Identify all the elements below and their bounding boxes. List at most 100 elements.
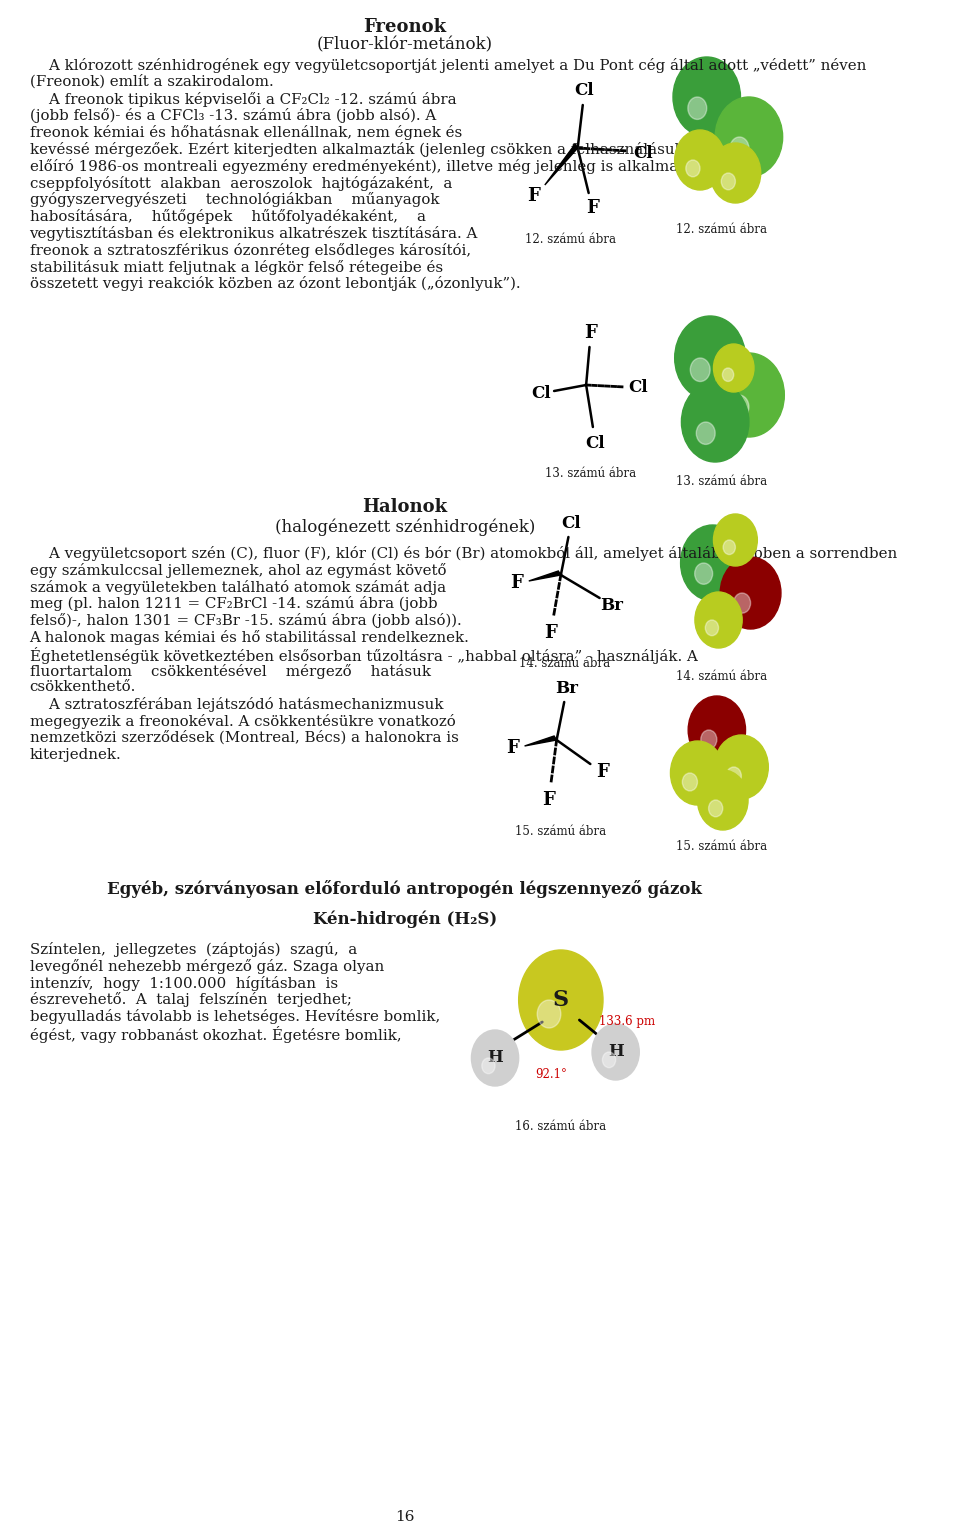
- Circle shape: [688, 696, 746, 763]
- Text: (Fluor-klór-metánok): (Fluor-klór-metánok): [317, 37, 492, 54]
- Text: freonok a sztratoszférikus ózonréteg elsődleges károsítói,: freonok a sztratoszférikus ózonréteg els…: [30, 243, 470, 257]
- Circle shape: [518, 950, 603, 1050]
- Text: H: H: [608, 1043, 624, 1060]
- Text: Éghetetlenségük következtében elsősorban tűzoltásra - „habbal oltásra” - használ: Éghetetlenségük következtében elsősorban…: [30, 647, 697, 664]
- Text: 13. számú ábra: 13. számú ábra: [676, 474, 767, 488]
- Text: Halonok: Halonok: [362, 497, 447, 516]
- Circle shape: [701, 730, 717, 750]
- Text: (jobb felső)- és a CFCl₃ -13. számú ábra (jobb alsó). A: (jobb felső)- és a CFCl₃ -13. számú ábra…: [30, 109, 436, 124]
- Text: begyulladás távolabb is lehetséges. Hevítésre bomlik,: begyulladás távolabb is lehetséges. Heví…: [30, 1010, 440, 1024]
- Text: égést, vagy robbanást okozhat. Égetésre bomlik,: égést, vagy robbanást okozhat. Égetésre …: [30, 1027, 401, 1043]
- Circle shape: [681, 525, 745, 601]
- Text: Kén-hidrogén (H₂S): Kén-hidrogén (H₂S): [313, 910, 497, 927]
- Text: Cl: Cl: [629, 378, 648, 395]
- Text: nemzetközi szerződések (Montreal, Bécs) a halonokra is: nemzetközi szerződések (Montreal, Bécs) …: [30, 731, 458, 745]
- Text: levegőnél nehezebb mérgező gáz. Szaga olyan: levegőnél nehezebb mérgező gáz. Szaga ol…: [30, 959, 384, 973]
- Text: előíró 1986-os montreali egyezmény eredményeként), illetve még jelenleg is alkal: előíró 1986-os montreali egyezmény eredm…: [30, 159, 711, 174]
- Circle shape: [695, 592, 742, 649]
- Text: számok a vegyületekben található atomok számát adja: számok a vegyületekben található atomok …: [30, 580, 445, 595]
- Text: F: F: [587, 199, 599, 217]
- Text: egy számkulccsal jellemeznek, ahol az egymást követő: egy számkulccsal jellemeznek, ahol az eg…: [30, 563, 446, 578]
- Circle shape: [713, 514, 757, 566]
- Text: fluortartalom    csökkentésével    mérgező    hatásuk: fluortartalom csökkentésével mérgező hat…: [30, 664, 430, 679]
- Text: freonok kémiai és hőhatásnak ellenállnak, nem égnek és: freonok kémiai és hőhatásnak ellenállnak…: [30, 125, 462, 141]
- Circle shape: [675, 317, 746, 399]
- Text: Cl: Cl: [585, 435, 605, 451]
- Circle shape: [603, 1053, 615, 1068]
- Circle shape: [670, 741, 725, 805]
- Text: F: F: [506, 739, 519, 757]
- Circle shape: [673, 57, 740, 138]
- Circle shape: [683, 773, 698, 791]
- Circle shape: [698, 770, 748, 829]
- Text: Cl: Cl: [575, 81, 594, 98]
- Text: H: H: [487, 1050, 503, 1066]
- Text: 14. számú ábra: 14. számú ábra: [676, 670, 767, 682]
- Text: (Freonok) említ a szakirodalom.: (Freonok) említ a szakirodalom.: [30, 75, 274, 89]
- Text: 92.1°: 92.1°: [535, 1068, 566, 1082]
- Text: gyógyszervegyészeti    technológiákban    műanyagok: gyógyszervegyészeti technológiákban műan…: [30, 193, 439, 208]
- Text: összetett vegyi reakciók közben az ózont lebontják („ózonlyuk”).: összetett vegyi reakciók közben az ózont…: [30, 277, 520, 291]
- Circle shape: [733, 594, 751, 614]
- Text: Egyéb, szórványosan előforduló antropogén légszennyező gázok: Egyéb, szórványosan előforduló antropogé…: [108, 880, 703, 898]
- Circle shape: [714, 734, 768, 799]
- Circle shape: [721, 173, 735, 190]
- Text: A klórozott szénhidrogének egy vegyületcsoportját jelenti amelyet a Du Pont cég : A klórozott szénhidrogének egy vegyületc…: [30, 58, 866, 73]
- Circle shape: [675, 130, 726, 190]
- Text: Br: Br: [600, 597, 623, 614]
- Text: A sztratoszférában lejátszódó hatásmechanizmusuk: A sztratoszférában lejátszódó hatásmecha…: [30, 698, 443, 711]
- Circle shape: [715, 96, 782, 177]
- Text: megegyezik a freonokéval. A csökkentésükre vonatkozó: megegyezik a freonokéval. A csökkentésük…: [30, 715, 455, 728]
- Text: Cl: Cl: [562, 514, 581, 531]
- Circle shape: [713, 353, 784, 438]
- Text: vegytisztításban és elektronikus alkatrészek tisztítására. A: vegytisztításban és elektronikus alkatré…: [30, 226, 478, 242]
- Circle shape: [710, 142, 760, 203]
- Circle shape: [688, 96, 707, 119]
- Text: 12. számú ábra: 12. számú ábra: [525, 233, 616, 246]
- Circle shape: [713, 344, 754, 392]
- Polygon shape: [524, 736, 557, 747]
- Text: Színtelen,  jellegzetes  (záptojás)  szagú,  a: Színtelen, jellegzetes (záptojás) szagú,…: [30, 942, 357, 956]
- Circle shape: [706, 620, 718, 635]
- Circle shape: [722, 369, 733, 381]
- Text: A vegyületcsoport szén (C), fluor (F), klór (Cl) és bór (Br) atomokból áll, amel: A vegyületcsoport szén (C), fluor (F), k…: [30, 546, 897, 562]
- Circle shape: [690, 358, 710, 381]
- Text: A halonok magas kémiai és hő stabilitással rendelkeznek.: A halonok magas kémiai és hő stabilitáss…: [30, 630, 469, 646]
- Text: 16. számú ábra: 16. számú ábra: [516, 1120, 607, 1134]
- Circle shape: [723, 540, 735, 554]
- Circle shape: [685, 161, 700, 177]
- Circle shape: [708, 800, 723, 817]
- Text: 12. számú ábra: 12. számú ábra: [676, 223, 767, 236]
- Text: stabilitásuk miatt feljutnak a légkör felső rétegeibe és: stabilitásuk miatt feljutnak a légkör fe…: [30, 260, 443, 274]
- Circle shape: [471, 1030, 518, 1086]
- Text: F: F: [596, 763, 610, 780]
- Circle shape: [538, 1001, 561, 1028]
- Text: Br: Br: [555, 679, 578, 696]
- Text: 16: 16: [396, 1510, 415, 1524]
- Text: Cl: Cl: [532, 384, 551, 401]
- Circle shape: [726, 767, 741, 785]
- Circle shape: [682, 382, 749, 462]
- Circle shape: [696, 422, 715, 444]
- Text: F: F: [544, 624, 557, 643]
- Circle shape: [592, 1024, 639, 1080]
- Text: F: F: [584, 324, 597, 343]
- Text: S: S: [553, 988, 569, 1011]
- Text: kevéssé mérgezőek. Ezért kiterjedten alkalmazták (jelenleg csökken a felhasználá: kevéssé mérgezőek. Ezért kiterjedten alk…: [30, 142, 732, 158]
- Text: 15. számú ábra: 15. számú ábra: [676, 840, 767, 854]
- Text: észrevehető.  A  talaj  felszínén  terjedhet;: észrevehető. A talaj felszínén terjedhet…: [30, 993, 351, 1007]
- Text: 15. számú ábra: 15. számú ábra: [516, 825, 607, 838]
- Text: cseppfolyósított  alakban  aeroszolok  hajtógázaként,  a: cseppfolyósított alakban aeroszolok hajt…: [30, 176, 452, 191]
- Text: felső)-, halon 1301 = CF₃Br -15. számú ábra (jobb alsó)).: felső)-, halon 1301 = CF₃Br -15. számú á…: [30, 614, 461, 629]
- Text: F: F: [511, 574, 523, 592]
- Text: A freonok tipikus képviselői a CF₂Cl₂ -12. számú ábra: A freonok tipikus képviselői a CF₂Cl₂ -1…: [30, 92, 456, 107]
- Text: csökkenthető.: csökkenthető.: [30, 681, 136, 695]
- Circle shape: [730, 138, 749, 159]
- Text: (halogénezett szénhidrogének): (halogénezett szénhidrogének): [275, 519, 535, 536]
- Text: meg (pl. halon 1211 = CF₂BrCl -14. számú ábra (jobb: meg (pl. halon 1211 = CF₂BrCl -14. számú…: [30, 597, 437, 612]
- Text: intenzív,  hogy  1:100.000  hígításban  is: intenzív, hogy 1:100.000 hígításban is: [30, 976, 338, 990]
- Circle shape: [729, 395, 749, 419]
- Text: F: F: [527, 187, 540, 205]
- Circle shape: [695, 563, 712, 584]
- Polygon shape: [545, 144, 578, 185]
